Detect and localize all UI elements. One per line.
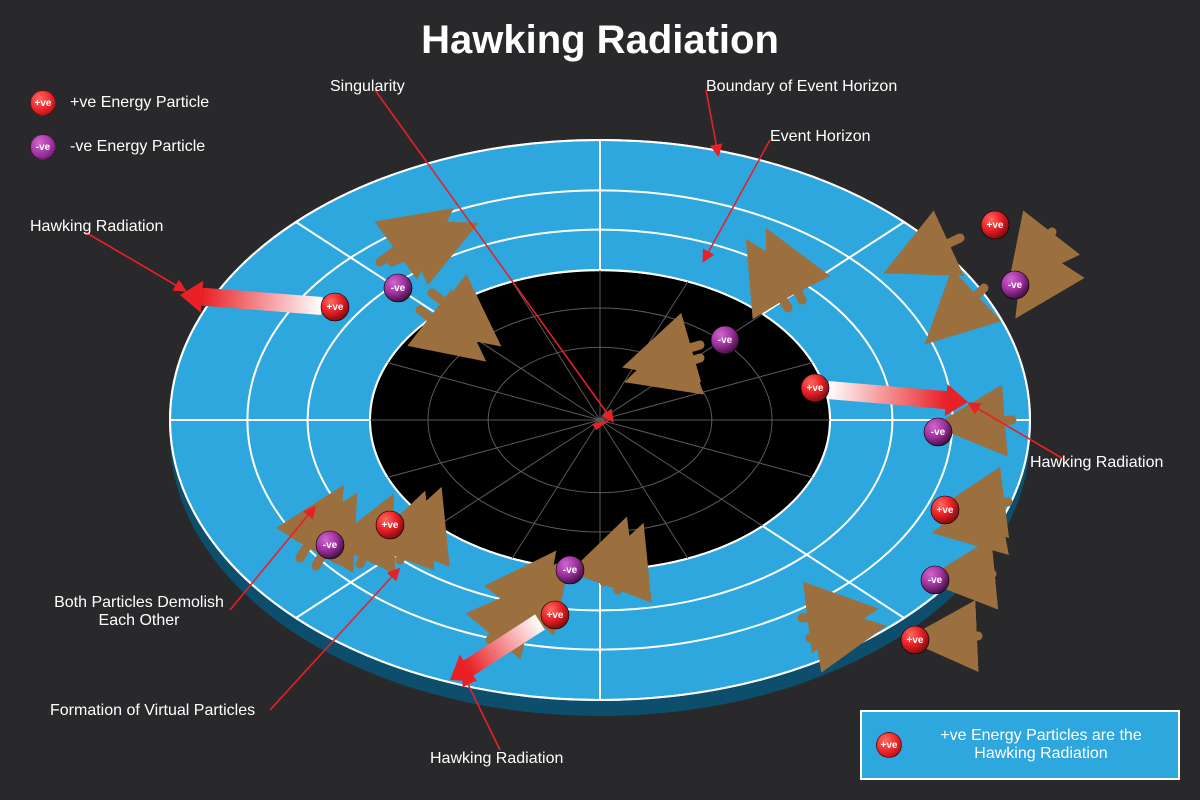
callout-label: Event Horizon [770,128,871,146]
svg-text:+ve: +ve [547,610,564,621]
negative-particle-icon: -ve [30,134,56,160]
svg-text:-ve: -ve [931,427,946,438]
legend-item-negative: -ve -ve Energy Particle [30,134,209,160]
callout-arrows [85,90,1065,750]
svg-text:-ve: -ve [928,575,943,586]
svg-text:+ve: +ve [907,635,924,646]
radiation-arrows [179,279,970,693]
svg-text:-ve: -ve [718,335,733,346]
callout-label: Both Particles DemolishEach Other [24,594,254,630]
legend-item-positive: +ve +ve Energy Particle [30,90,209,116]
positive-particle-icon: +ve [876,732,902,758]
callout-label: Singularity [330,78,405,96]
positive-particle-icon: +ve [30,90,56,116]
callout-label: Boundary of Event Horizon [706,78,897,96]
callout-label: Formation of Virtual Particles [50,702,255,720]
legend-label: +ve Energy Particle [70,94,209,112]
svg-text:-ve: -ve [391,283,406,294]
event-horizon-disc [170,140,1030,716]
info-box-text: +ve Energy Particles are the Hawking Rad… [918,727,1164,763]
svg-text:+ve: +ve [807,383,824,394]
callout-label: Hawking Radiation [30,218,163,236]
motion-arrows [300,224,1056,640]
legend: +ve +ve Energy Particle -ve -ve Energy P… [30,90,209,178]
particles: +ve -ve -ve +ve +ve -ve -ve +ve -ve +ve -ve +ve -ve +… [316,211,1029,654]
page-title: Hawking Radiation [0,18,1200,63]
svg-text:-ve: -ve [323,540,338,551]
legend-label: -ve Energy Particle [70,138,205,156]
info-box: +ve +ve Energy Particles are the Hawking… [860,710,1180,780]
svg-text:+ve: +ve [382,520,399,531]
callout-label: Hawking Radiation [430,750,563,768]
svg-text:-ve: -ve [563,565,578,576]
svg-text:+ve: +ve [937,505,954,516]
svg-text:+ve: +ve [327,302,344,313]
callout-label: Hawking Radiation [1030,454,1163,472]
svg-text:-ve: -ve [1008,280,1023,291]
svg-text:+ve: +ve [987,220,1004,231]
